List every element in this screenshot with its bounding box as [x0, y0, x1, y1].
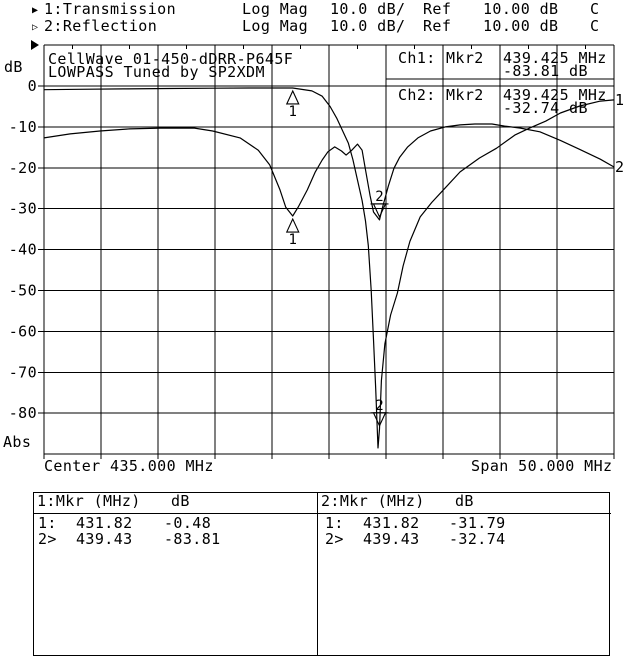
ch2-marker-label: Mkr2	[446, 86, 484, 104]
y-axis-tick-label: -40	[9, 241, 37, 259]
device-subtitle: LOWPASS Tuned by SP2XDM	[48, 63, 265, 81]
trace2-ref-value: 10.00 dB	[483, 17, 559, 35]
ch1-marker-label: Mkr2	[446, 49, 484, 67]
graticule	[38, 44, 615, 459]
marker-row-label: 2>	[325, 530, 344, 548]
trace2-scale: 10.0 dB/	[330, 17, 406, 35]
ch2-label: Ch2:	[398, 86, 436, 104]
marker-table	[33, 492, 610, 656]
y-axis-tick-label: 0	[28, 77, 37, 95]
center-frequency-label: Center 435.000 MHz	[44, 457, 214, 475]
y-axis-unit: dB	[4, 58, 23, 76]
trace1-name: 1:Transmission	[44, 0, 177, 18]
marker-number-label: 2	[375, 189, 383, 205]
marker-2-trace-1-icon: 2	[370, 398, 389, 428]
y-axis-tick-label: -80	[9, 404, 37, 422]
marker-table-ch1-header: 1:Mkr (MHz)	[37, 492, 141, 510]
marker-number-label: 2	[375, 398, 383, 414]
trace1-ref-label: Ref	[423, 0, 452, 18]
marker-table-ch2-unit: dB	[455, 492, 474, 510]
marker-row-label: 2>	[38, 530, 57, 548]
marker-row-label: 1:	[325, 514, 344, 532]
marker-row-db: -31.79	[449, 514, 506, 532]
marker-row-freq: 439.43	[76, 530, 133, 548]
y-axis-tick-label: -20	[9, 159, 37, 177]
ch1-marker-level: -83.81 dB	[503, 62, 588, 80]
trace-1	[43, 87, 615, 449]
trace2-inactive-arrow-icon: ▷	[32, 22, 39, 33]
marker-row-freq: 431.82	[363, 514, 420, 532]
y-axis-tick-label: -50	[9, 282, 37, 300]
marker-row-label: 1:	[38, 514, 57, 532]
trace2-correction-flag: C	[590, 17, 600, 35]
ch2-marker-level: -32.74 dB	[503, 99, 588, 117]
marker-row-freq: 431.82	[76, 514, 133, 532]
trace1-active-arrow-icon: ▶	[32, 5, 39, 16]
device-title: CellWave 01-450-dDRR-P645F	[48, 50, 294, 68]
marker-table-ch2-header: 2:Mkr (MHz)	[321, 492, 425, 510]
marker-table-header-divider	[33, 513, 611, 514]
marker-number-label: 1	[289, 232, 297, 248]
marker-1-trace-2-icon: 1	[285, 217, 300, 248]
marker-row-db: -83.81	[164, 530, 221, 548]
y-axis-tick-label: -60	[9, 322, 37, 340]
ch2-marker-freq: 439.425 MHz	[503, 86, 607, 104]
trace1-correction-flag: C	[590, 0, 600, 18]
marker-row-db: -32.74	[449, 530, 506, 548]
y-axis-tick-label: -30	[9, 200, 37, 218]
trace2-name: 2:Reflection	[44, 17, 158, 35]
trace-2	[43, 123, 615, 221]
ch1-label: Ch1:	[398, 49, 436, 67]
marker-row-freq: 439.43	[363, 530, 420, 548]
y-axis-tick-label: -10	[9, 118, 37, 136]
ch1-marker-freq: 439.425 MHz	[503, 49, 607, 67]
marker-number-label: 1	[289, 104, 297, 120]
trace1-ref-value: 10.00 dB	[483, 0, 559, 18]
marker-2-trace-2-icon: 2	[370, 189, 389, 219]
trace1-scale: 10.0 dB/	[330, 0, 406, 18]
plot-corner-arrow-icon	[31, 40, 39, 50]
marker-row-db: -0.48	[164, 514, 212, 532]
marker-table-ch1-unit: dB	[171, 492, 190, 510]
span-frequency-label: Span 50.000 MHz	[471, 457, 613, 475]
trace1-end-label: 1	[615, 91, 625, 109]
trace1-format: Log Mag	[242, 0, 309, 18]
y-axis-bottom-label: Abs	[3, 433, 32, 451]
trace2-ref-label: Ref	[423, 17, 452, 35]
marker-1-trace-1-icon: 1	[285, 89, 300, 120]
marker-table-column-divider	[317, 492, 318, 656]
trace2-format: Log Mag	[242, 17, 309, 35]
trace2-end-label: 2	[615, 158, 625, 176]
y-axis-tick-label: -70	[9, 363, 37, 381]
